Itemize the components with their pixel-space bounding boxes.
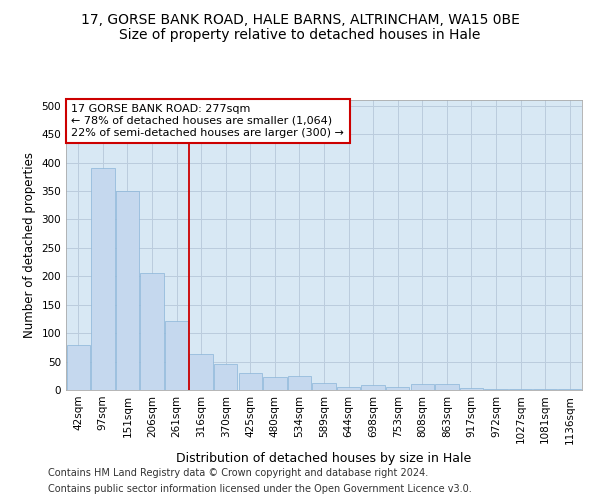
Text: 17 GORSE BANK ROAD: 277sqm
← 78% of detached houses are smaller (1,064)
22% of s: 17 GORSE BANK ROAD: 277sqm ← 78% of deta…: [71, 104, 344, 138]
Bar: [190, 354, 213, 390]
Text: 17, GORSE BANK ROAD, HALE BARNS, ALTRINCHAM, WA15 0BE: 17, GORSE BANK ROAD, HALE BARNS, ALTRINC…: [80, 12, 520, 26]
Bar: [460, 388, 483, 390]
Bar: [116, 191, 139, 390]
Bar: [140, 274, 164, 390]
Text: Contains HM Land Registry data © Crown copyright and database right 2024.: Contains HM Land Registry data © Crown c…: [48, 468, 428, 477]
Bar: [361, 385, 385, 390]
Bar: [91, 168, 115, 390]
Bar: [263, 378, 287, 390]
Bar: [67, 344, 90, 390]
Text: Size of property relative to detached houses in Hale: Size of property relative to detached ho…: [119, 28, 481, 42]
Bar: [165, 320, 188, 390]
Bar: [410, 384, 434, 390]
X-axis label: Distribution of detached houses by size in Hale: Distribution of detached houses by size …: [176, 452, 472, 465]
Y-axis label: Number of detached properties: Number of detached properties: [23, 152, 36, 338]
Bar: [386, 386, 409, 390]
Bar: [435, 384, 458, 390]
Text: Contains public sector information licensed under the Open Government Licence v3: Contains public sector information licen…: [48, 484, 472, 494]
Bar: [337, 386, 360, 390]
Bar: [288, 376, 311, 390]
Bar: [239, 373, 262, 390]
Bar: [214, 364, 238, 390]
Bar: [313, 382, 335, 390]
